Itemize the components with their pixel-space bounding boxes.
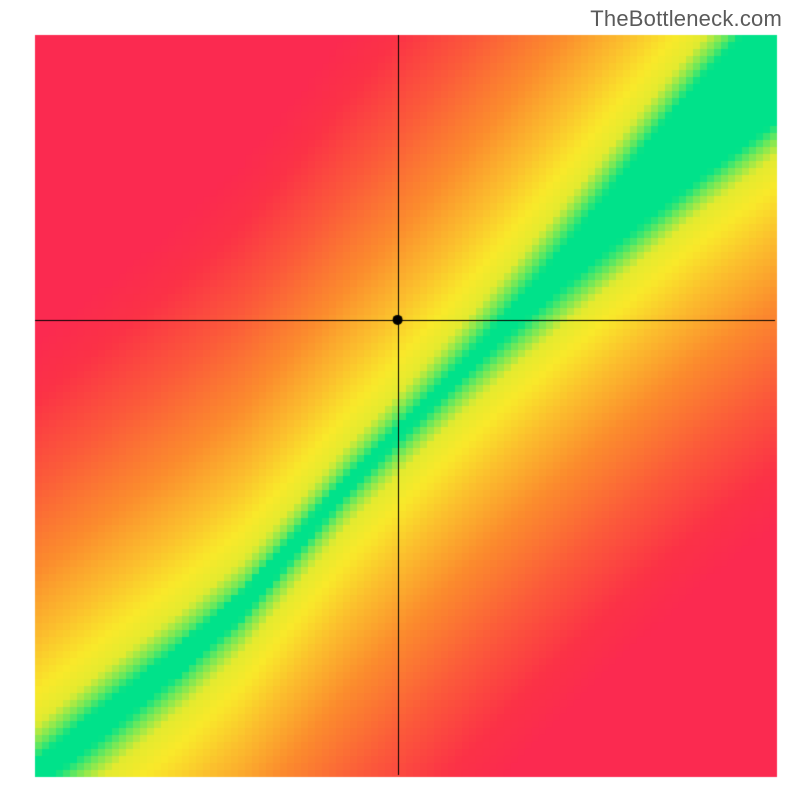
chart-container: TheBottleneck.com <box>0 0 800 800</box>
watermark-text: TheBottleneck.com <box>590 6 782 32</box>
heatmap-canvas <box>0 0 800 800</box>
